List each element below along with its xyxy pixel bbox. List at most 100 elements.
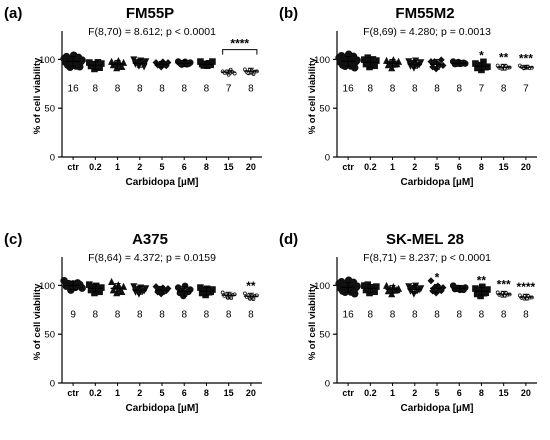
sample-size-label: 8 — [390, 310, 396, 321]
data-point — [388, 64, 396, 72]
y-tick-label: 100 — [314, 281, 330, 292]
x-tick-label: 20 — [521, 162, 531, 172]
data-point — [98, 60, 105, 67]
sample-size-label: 8 — [479, 310, 485, 321]
sample-size-label: 8 — [412, 310, 418, 321]
panel-letter: (c) — [4, 231, 22, 248]
data-point — [98, 284, 105, 291]
x-tick-label: 1 — [390, 388, 395, 398]
x-tick-label: 15 — [224, 388, 234, 398]
data-point — [186, 59, 194, 66]
data-point — [484, 286, 491, 293]
sample-size-label: 8 — [368, 310, 374, 321]
y-tick-label: 50 — [44, 104, 55, 115]
x-tick-label: 1 — [390, 162, 395, 172]
x-tick-label: 0.2 — [364, 162, 377, 172]
data-point — [152, 283, 160, 291]
sample-size-label: 8 — [248, 84, 254, 95]
x-tick-label: 2 — [137, 162, 142, 172]
x-tick-label: 5 — [434, 388, 439, 398]
data-point — [410, 290, 418, 298]
x-tick-label: 0.2 — [364, 388, 377, 398]
panel-3: (c) A375 F(8,64) = 4.372; p = 0.0159 0 50 100… — [4, 231, 262, 414]
sample-size-label: 8 — [248, 310, 254, 321]
sample-size-label: 7 — [479, 84, 485, 95]
x-tick-label: ctr — [342, 388, 354, 398]
data-point — [388, 290, 396, 298]
data-point — [142, 58, 150, 66]
data-point — [437, 56, 445, 64]
data-point — [412, 57, 420, 65]
sample-size-label: 8 — [368, 84, 374, 95]
y-tick-label: 100 — [39, 55, 55, 66]
x-tick-label: 2 — [412, 162, 417, 172]
x-tick-label: 2 — [137, 388, 142, 398]
data-point — [142, 285, 150, 293]
x-tick-label: 20 — [246, 162, 256, 172]
sample-size-label: 8 — [204, 310, 210, 321]
y-tick-label: 0 — [50, 153, 55, 164]
data-point — [78, 284, 86, 292]
y-tick-label: 50 — [319, 330, 330, 341]
data-point — [220, 290, 225, 295]
data-point — [242, 291, 247, 296]
x-tick-label: 6 — [182, 162, 187, 172]
sample-size-label: 8 — [115, 310, 121, 321]
bracket-label: **** — [230, 37, 249, 51]
panel-4: (d) SK-MEL 28 F(8,71) = 8.237; p < 0.0001 0… — [279, 231, 537, 414]
data-point — [429, 63, 437, 71]
data-point — [350, 63, 359, 72]
sample-size-label: 8 — [456, 84, 462, 95]
significance-marker: * — [479, 48, 484, 62]
sample-size-label: 9 — [70, 310, 76, 321]
y-axis-label: % of cell viability — [32, 283, 43, 360]
sample-size-label: 7 — [226, 84, 232, 95]
x-tick-label: ctr — [67, 388, 79, 398]
sample-size-label: 8 — [159, 310, 165, 321]
significance-marker: **** — [517, 280, 536, 294]
data-point — [350, 289, 359, 298]
significance-marker: *** — [497, 277, 511, 291]
data-point — [417, 285, 425, 293]
x-tick-label: 8 — [479, 162, 484, 172]
data-point — [412, 282, 420, 290]
sample-size-label: 8 — [434, 84, 440, 95]
x-tick-label: 1 — [115, 388, 120, 398]
y-tick-label: 0 — [50, 379, 55, 390]
sample-size-label: 8 — [93, 84, 99, 95]
sample-size-label: 8 — [159, 84, 165, 95]
data-point — [461, 284, 469, 291]
sample-size-label: 16 — [343, 84, 355, 95]
x-tick-label: 15 — [499, 162, 509, 172]
data-point — [417, 59, 425, 67]
y-axis-label: % of cell viability — [307, 57, 318, 134]
x-tick-label: 5 — [434, 162, 439, 172]
sample-size-label: 8 — [523, 310, 529, 321]
sample-size-label: 8 — [204, 84, 210, 95]
x-tick-label: 0.2 — [89, 388, 102, 398]
x-tick-label: ctr — [67, 162, 79, 172]
x-axis-label: Carbidopa [µM] — [401, 177, 474, 188]
sample-size-label: 8 — [181, 310, 187, 321]
sample-size-label: 8 — [501, 84, 507, 95]
panel-title: FM55P — [126, 5, 174, 22]
sample-size-label: 8 — [412, 84, 418, 95]
data-point — [108, 277, 116, 286]
x-tick-label: 5 — [159, 162, 164, 172]
sample-size-label: 8 — [115, 84, 121, 95]
x-axis-label: Carbidopa [µM] — [126, 403, 199, 414]
panel-2: (b) FM55M2 F(8,69) = 4.280; p = 0.0013 0 50 1… — [279, 5, 537, 188]
significance-marker: ** — [246, 279, 256, 293]
sample-size-label: 8 — [137, 84, 143, 95]
x-tick-label: 6 — [457, 388, 462, 398]
y-tick-label: 50 — [319, 104, 330, 115]
panel-letter: (d) — [279, 231, 298, 248]
sample-size-label: 8 — [456, 310, 462, 321]
data-point — [209, 58, 216, 65]
x-axis-label: Carbidopa [µM] — [401, 403, 474, 414]
stats-text: F(8,70) = 8.612; p < 0.0001 — [88, 26, 216, 38]
x-tick-label: 8 — [204, 388, 209, 398]
x-tick-label: 5 — [159, 388, 164, 398]
sample-size-label: 8 — [390, 84, 396, 95]
y-tick-label: 100 — [39, 281, 55, 292]
